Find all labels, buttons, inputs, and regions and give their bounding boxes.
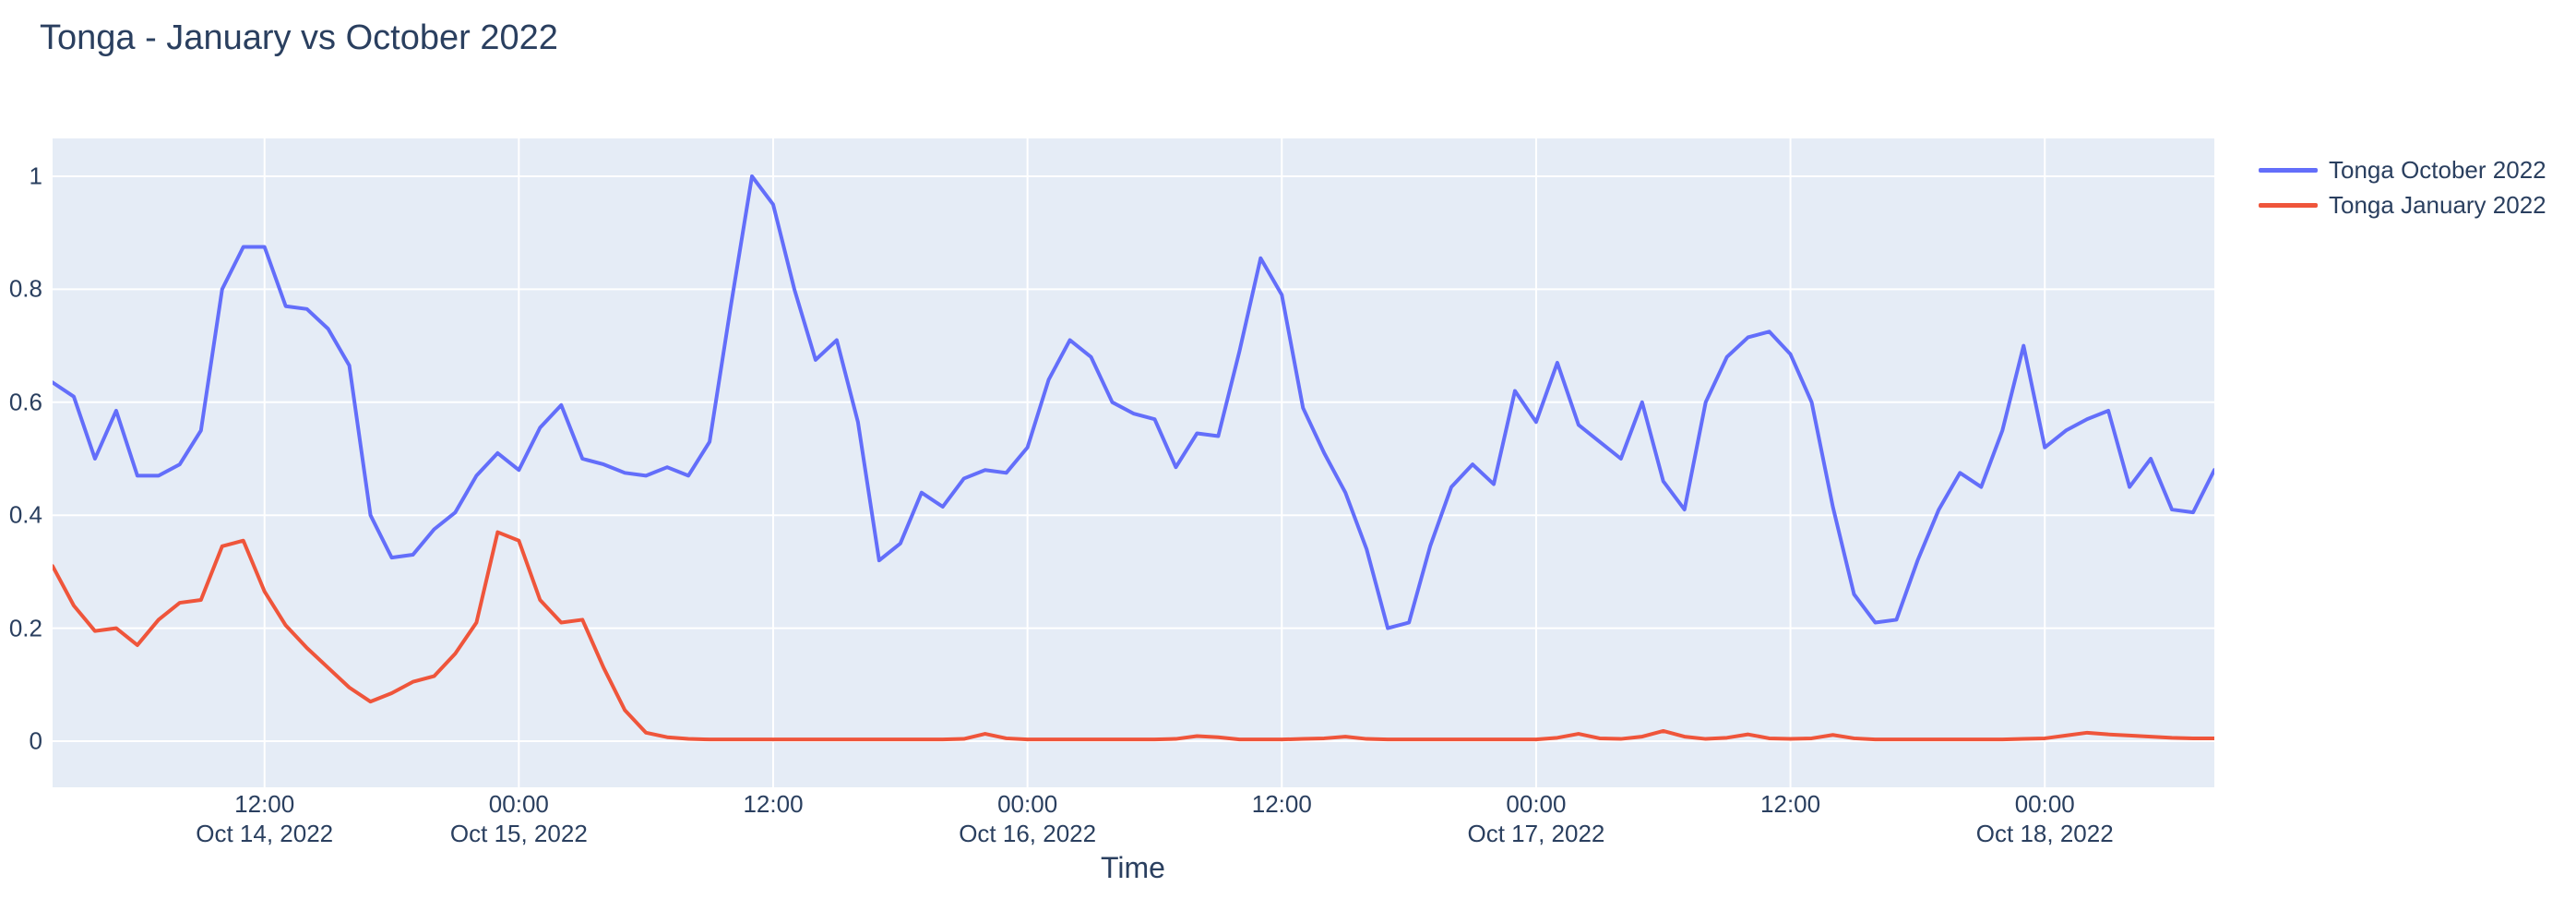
- series-line-tonga-october-2022[interactable]: [53, 174, 2214, 630]
- legend-item-tonga-january-2022[interactable]: Tonga January 2022: [2251, 186, 2546, 223]
- legend-line-sample-january: [2259, 202, 2318, 208]
- x-axis-title: Time: [1101, 851, 1165, 884]
- x-tick-time-label: 12:00: [1251, 790, 1312, 818]
- legend-item-label: Tonga October 2022: [2329, 155, 2546, 184]
- series-line-tonga-january-2022[interactable]: [53, 530, 2214, 742]
- x-tick-time-label: 12:00: [234, 790, 295, 818]
- x-tick-time-label: 00:00: [1506, 790, 1567, 818]
- x-tick-time-label: 12:00: [1760, 790, 1821, 818]
- x-tick-time-label: 00:00: [2014, 790, 2075, 818]
- legend-line-sample-october: [2259, 167, 2318, 173]
- x-tick-time-label: 00:00: [488, 790, 549, 818]
- plot-area[interactable]: [53, 138, 2214, 787]
- y-tick-label: 1: [29, 162, 42, 190]
- x-tick-date-label: Oct 15, 2022: [449, 820, 588, 847]
- x-tick-time-label: 12:00: [743, 790, 804, 818]
- legend-item-label: Tonga January 2022: [2329, 190, 2546, 219]
- y-tick-label: 0.4: [8, 500, 42, 529]
- y-tick-label: 0.6: [8, 388, 42, 416]
- plot-canvas[interactable]: [53, 138, 2214, 787]
- x-tick-date-label: Oct 17, 2022: [1467, 820, 1605, 847]
- legend-item-tonga-october-2022[interactable]: Tonga October 2022: [2251, 151, 2546, 188]
- x-tick-date-label: Oct 16, 2022: [959, 820, 1097, 847]
- y-tick-label: 0: [29, 726, 42, 755]
- x-tick-date-label: Oct 18, 2022: [1975, 820, 2114, 847]
- y-tick-label: 0.8: [8, 274, 42, 303]
- x-tick-date-label: Oct 14, 2022: [196, 820, 334, 847]
- chart-title: Tonga - January vs October 2022: [40, 18, 558, 57]
- y-tick-label: 0.2: [8, 614, 42, 642]
- x-tick-time-label: 00:00: [997, 790, 1058, 818]
